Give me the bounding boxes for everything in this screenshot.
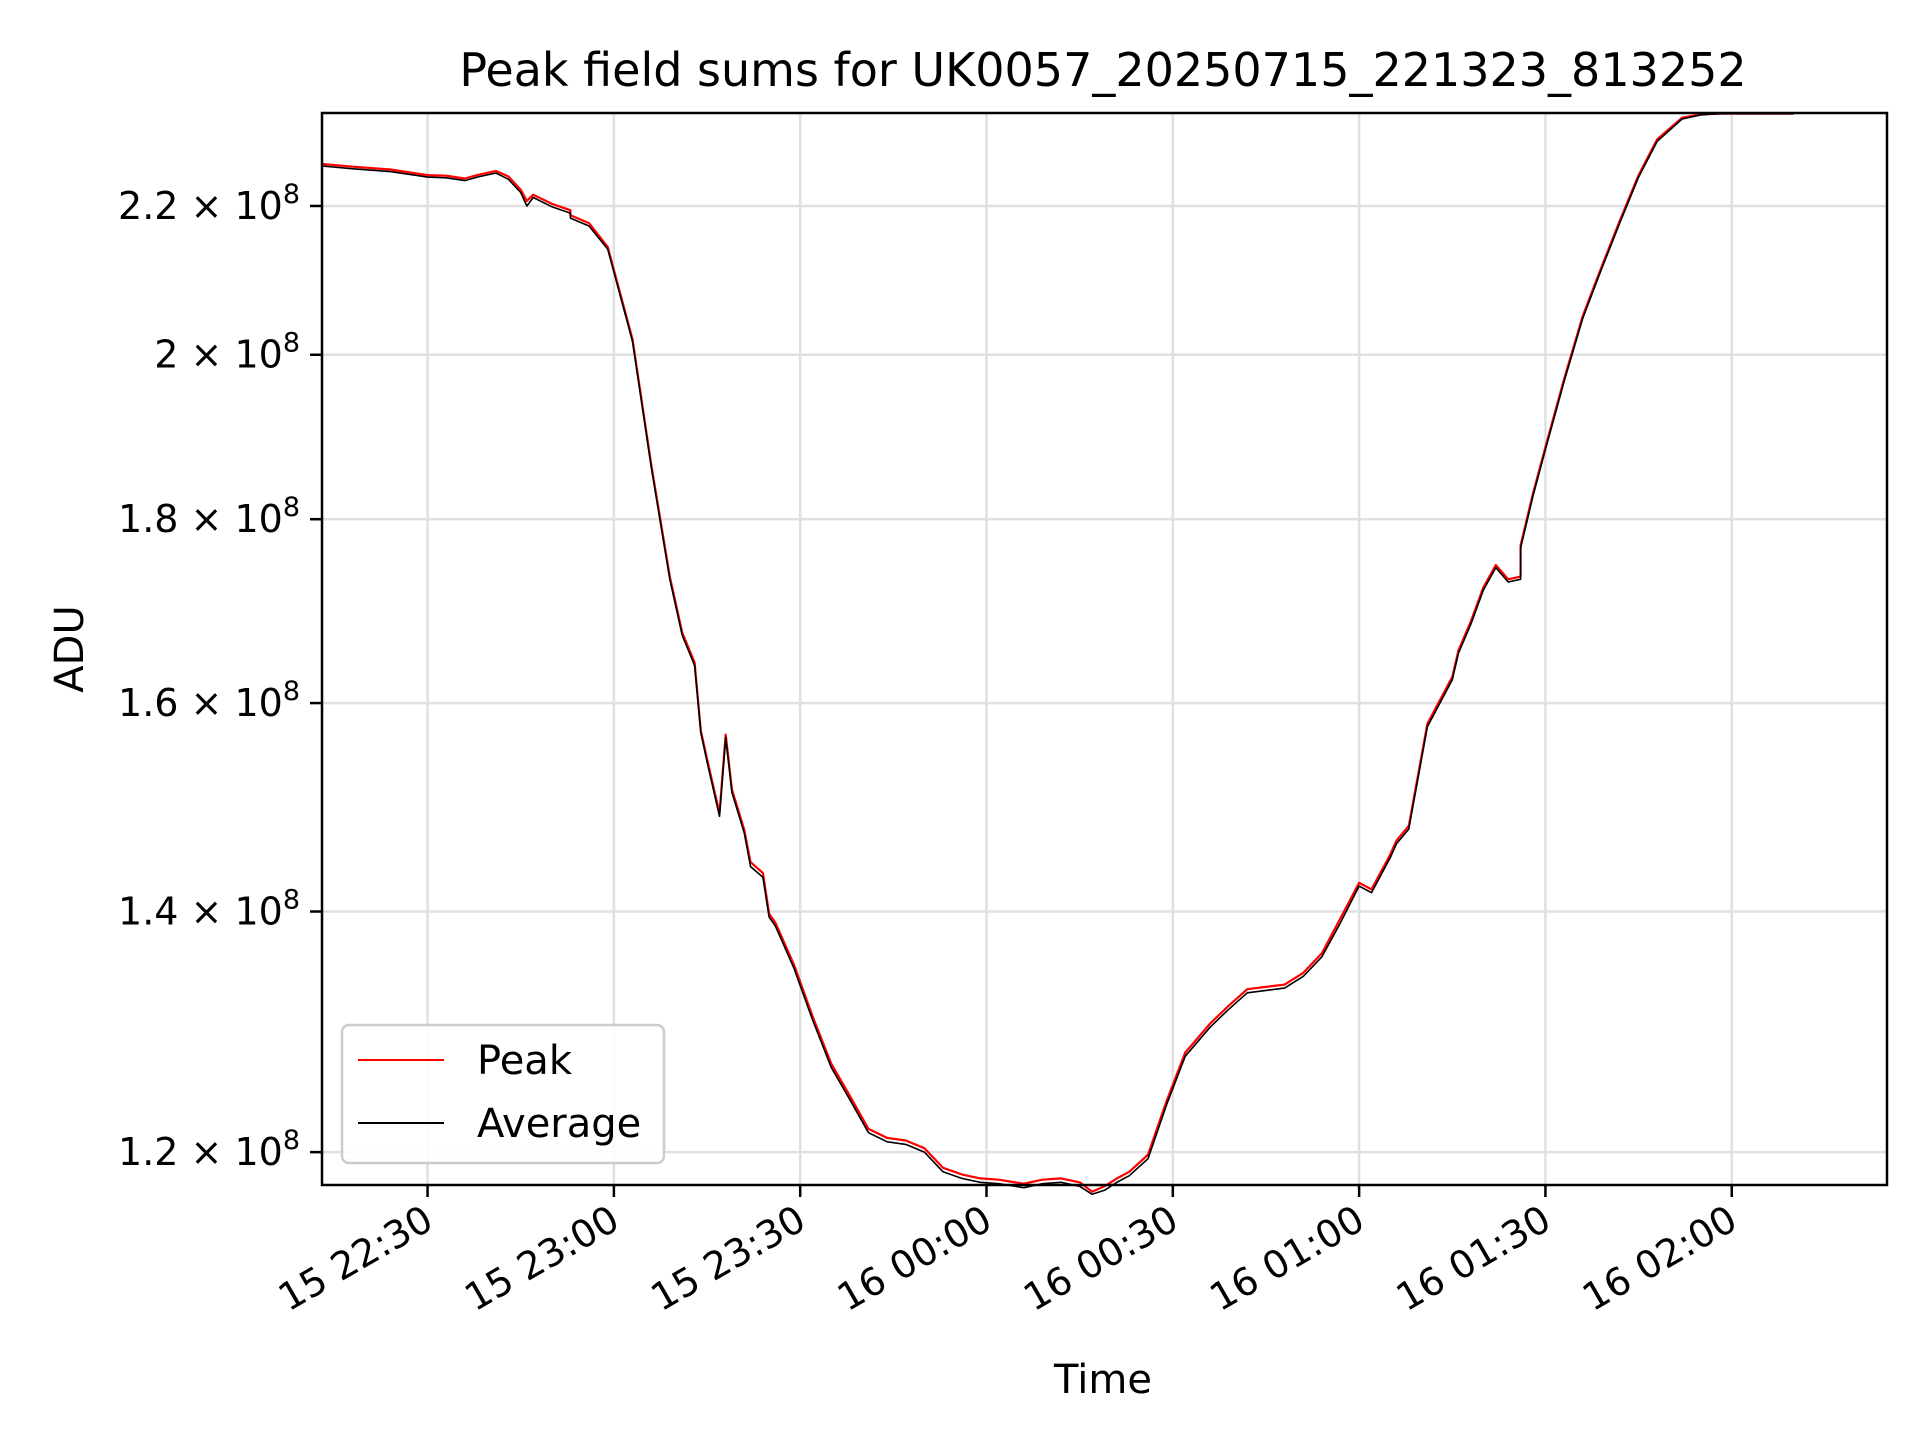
y-tick-label: 2 × 108 bbox=[154, 328, 300, 377]
legend-label-average: Average bbox=[477, 1101, 641, 1147]
legend: Peak Average bbox=[340, 1023, 666, 1165]
y-tick-label: 1.8 × 108 bbox=[118, 492, 300, 541]
y-tick-label: 1.6 × 108 bbox=[118, 676, 300, 725]
series-average-line bbox=[321, 112, 1794, 1196]
legend-label-peak: Peak bbox=[477, 1038, 573, 1084]
chart-title: Peak field sums for UK0057_20250715_2213… bbox=[459, 43, 1746, 97]
y-axis-label: ADU bbox=[47, 605, 93, 692]
x-axis-label: Time bbox=[1053, 1357, 1152, 1403]
y-tick-label: 2.2 × 108 bbox=[118, 179, 300, 228]
y-tick-label: 1.2 × 108 bbox=[118, 1125, 300, 1174]
y-tick-label: 1.4 × 108 bbox=[118, 885, 300, 934]
plot-frame bbox=[320, 111, 1889, 1187]
series-lines bbox=[321, 112, 1794, 1196]
y-axis-ticks: 1.2 × 108 1.4 × 108 1.6 × 108 1.8 × 108 2 × … bbox=[118, 179, 322, 1174]
